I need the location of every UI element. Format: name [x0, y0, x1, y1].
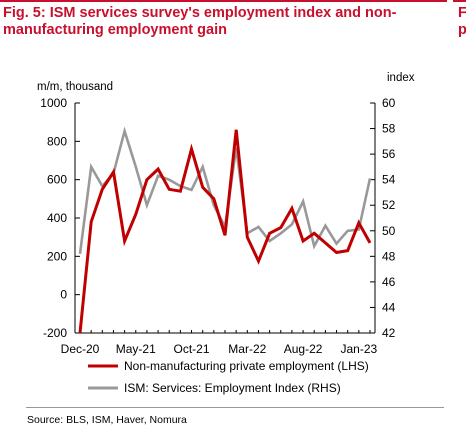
x-tick-label: Oct-21	[174, 342, 210, 356]
legend-label-2: ISM: Services: Employment Index (RHS)	[124, 381, 341, 395]
right-tick-label: 46	[382, 275, 396, 289]
left-tick-label: 1000	[40, 96, 67, 110]
source-note: Source: BLS, ISM, Haver, Nomura	[27, 414, 187, 426]
x-tick-label: Mar-22	[228, 342, 266, 356]
right-tick-label: 56	[382, 147, 396, 161]
adjacent-figure-title-clip: F p	[458, 5, 466, 41]
right-tick-label: 42	[382, 326, 396, 340]
left-tick-label: 0	[60, 288, 67, 302]
right-axis-title: index	[387, 72, 415, 84]
left-tick-label: 400	[47, 211, 67, 225]
left-tick-label: 200	[47, 249, 67, 263]
left-tick-label: -200	[43, 326, 67, 340]
right-tick-label: 54	[382, 173, 396, 187]
source-rule	[26, 407, 444, 408]
left-axis-title: m/m, thousand	[37, 81, 113, 93]
x-tick-label: May-21	[116, 342, 156, 356]
left-tick-label: 600	[47, 173, 67, 187]
chart: -200 0 200 400 600 800 1000 42 44 46 48 50 52 54 56 58 6…	[37, 72, 415, 395]
x-tick-label: Dec-20	[61, 342, 100, 356]
x-tick-label: Jan-23	[340, 342, 377, 356]
adjacent-title-rule	[453, 0, 466, 2]
x-tick-label: Aug-22	[284, 342, 323, 356]
right-tick-label: 44	[382, 300, 396, 314]
right-tick-label: 50	[382, 224, 396, 238]
title-rule	[0, 0, 447, 2]
adjacent-title-line-1: F	[458, 5, 466, 21]
right-tick-label: 48	[382, 249, 396, 263]
adjacent-title-line-2: p	[458, 22, 466, 38]
legend-label-1: Non-manufacturing private employment (LH…	[124, 359, 369, 373]
right-tick-label: 58	[382, 122, 396, 136]
right-tick-label: 52	[382, 198, 396, 212]
left-tick-label: 800	[47, 134, 67, 148]
chart-title: Fig. 5: ISM services survey's employment…	[3, 5, 397, 38]
employment-series-line	[78, 129, 372, 334]
right-tick-label: 60	[382, 96, 396, 110]
